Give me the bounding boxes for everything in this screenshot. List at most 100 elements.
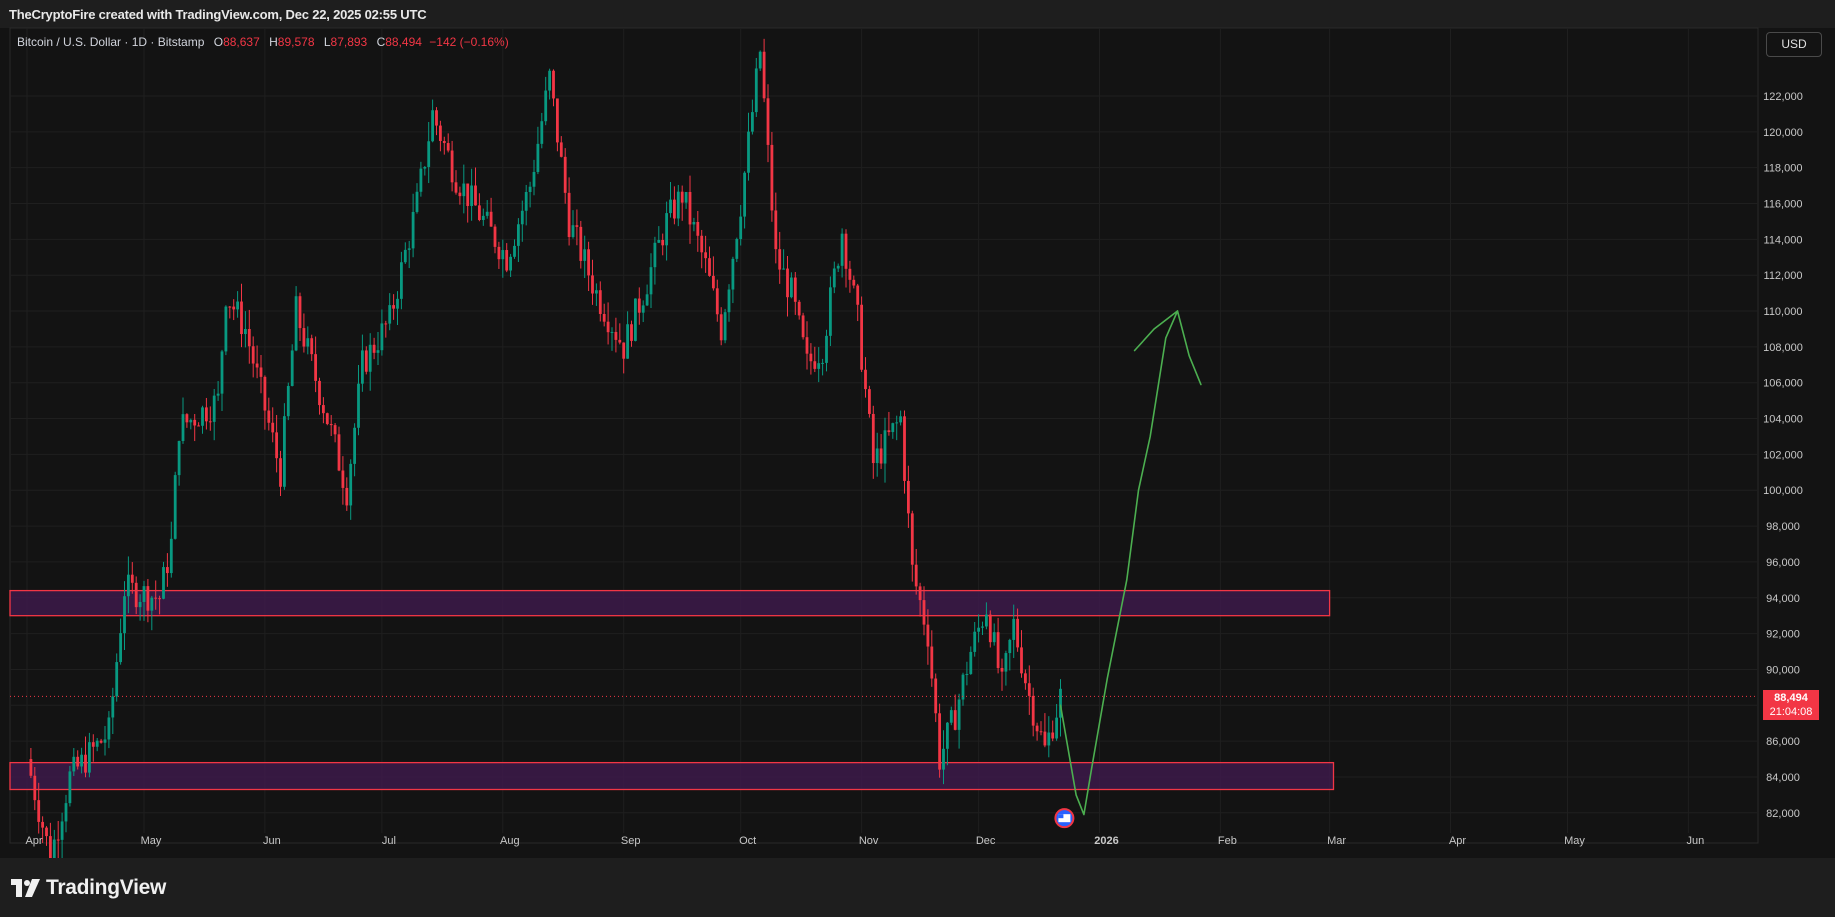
candle-body [868,389,871,414]
candle-body [481,215,485,220]
candle-body [138,601,142,608]
candle-body [442,140,446,144]
high-value: 89,578 [277,35,315,49]
candle-body [864,369,867,390]
candle-body [758,51,762,69]
y-tick-label: 118,000 [1764,163,1803,175]
close-value: 88,494 [385,35,422,49]
candle-body [704,252,707,259]
candle-body [99,740,103,743]
candle-body [115,662,119,697]
candle-body [407,248,411,250]
candle-body [903,416,906,481]
y-tick-label: 86,000 [1766,736,1800,748]
candle-body [384,323,388,325]
candle-body [528,186,532,192]
candle-body [587,249,590,276]
candle-body [922,600,926,625]
x-tick-label: Oct [739,835,756,847]
candle-body [208,421,212,423]
candle-body [88,742,91,773]
candle-body [637,298,641,313]
y-tick-label: 100,000 [1763,485,1803,497]
candle-body [825,335,828,363]
candle-body [201,407,204,426]
candle-body [177,441,181,476]
candle-body [84,754,87,773]
y-tick-label: 114,000 [1764,234,1803,246]
y-tick-label: 96,000 [1766,557,1800,569]
candle-body [458,192,462,197]
candle-body [766,98,770,145]
candle-body [357,383,360,428]
candle-body [602,313,606,322]
candle-body [595,290,598,294]
y-tick-label: 104,000 [1763,414,1803,426]
candle-body [626,324,629,359]
candle-body [388,305,392,324]
candle-body [532,171,536,187]
y-tick-label: 122,000 [1763,91,1803,103]
candle-body [400,262,403,299]
candle-body [322,405,325,414]
candle-body [294,296,298,351]
candle-body [286,385,290,417]
candle-body [423,166,427,169]
low-label: L [323,35,331,49]
time-axis[interactable]: Apr May Jun Jul Aug Sep Oct Nov Dec 2026 Feb Mar Apr… [25,835,1704,847]
currency-button[interactable]: USD [1766,32,1822,57]
candle-body [349,463,353,506]
candle-body [996,632,1000,668]
candle-body [598,290,602,314]
candle-body [715,288,719,315]
candle-body [95,740,99,747]
candle-body [333,425,337,435]
zones-layer [9,589,1335,791]
candle-body [946,722,949,749]
candle-body [68,771,72,804]
candle-body [255,363,259,368]
candle-body [676,191,680,219]
candle-body [150,597,154,611]
x-tick-label: Jun [1687,835,1705,847]
candle-body [567,192,571,238]
candle-body [563,156,567,193]
y-tick-label: 102,000 [1763,449,1803,461]
flag-icon[interactable] [1054,808,1075,829]
candle-body [829,287,832,336]
candle-body [181,414,185,442]
candle-body [751,112,754,132]
candle-body [290,350,294,386]
candle-body [474,185,477,206]
candle-body [493,226,497,247]
y-tick-label: 98,000 [1766,521,1800,533]
candle-body [910,513,914,565]
candle-body [1008,639,1012,654]
candle-body [72,756,76,772]
supply-demand-zone [9,589,1331,617]
candle-body [969,651,973,674]
candle-body [173,475,177,539]
candle-body [189,419,193,423]
candle-body [134,582,138,608]
candle-body [509,256,512,271]
symbol-name: Bitcoin / U.S. Dollar · 1D · Bitstamp [17,35,205,49]
candle-body [446,143,450,151]
x-tick-label: May [1564,835,1585,847]
candle-body [361,350,364,384]
projection-arrow-tail [1133,310,1179,352]
last-price-value: 88,494 [1774,692,1808,704]
candle-body [185,414,189,423]
symbol-legend: Bitcoin / U.S. Dollar · 1D · Bitstamp O8… [17,35,509,49]
candle-body [774,210,778,250]
candle-body [739,216,743,240]
tradingview-logo[interactable]: TradingView [11,876,166,900]
candle-body [166,567,169,574]
candle-body [396,298,399,309]
candle-body [419,168,423,192]
candle-body [485,211,489,216]
candle-body [431,110,434,142]
candle-body [719,314,723,341]
price-axis[interactable]: 82,00084,00086,00088,00090,00092,00094,0… [1763,91,1803,820]
